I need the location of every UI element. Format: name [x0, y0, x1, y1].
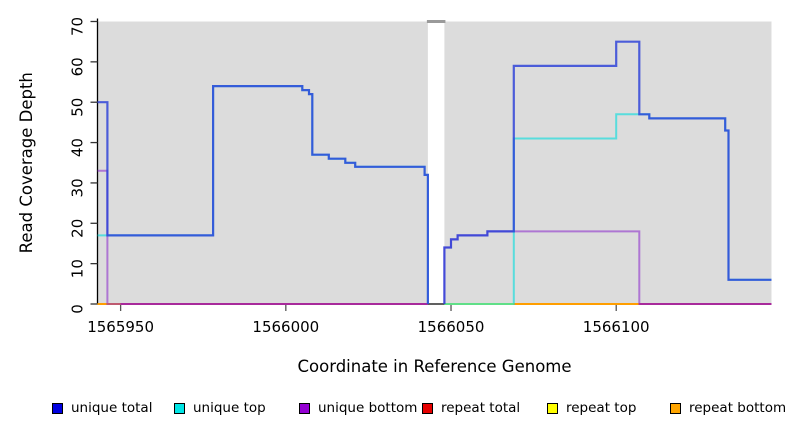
legend-label-unique-bottom: unique bottom	[318, 400, 418, 416]
legend-item-unique-top: unique top	[174, 397, 266, 419]
legend-swatch-repeat-total	[422, 402, 433, 414]
y-tick-label: 10	[69, 259, 87, 278]
legend-item-unique-total: unique total	[52, 397, 152, 419]
legend-label-unique-total: unique total	[71, 400, 153, 416]
x-tick-label: 1566100	[583, 318, 650, 336]
legend-label-repeat-total: repeat total	[441, 400, 521, 416]
x-tick-label: 1566000	[252, 318, 319, 336]
y-tick-label: 30	[69, 178, 87, 197]
legend-item-repeat-top: repeat top	[547, 397, 636, 419]
legend-label-repeat-bottom: repeat bottom	[689, 400, 787, 416]
legend-swatch-unique-top	[174, 402, 185, 414]
series-unique-total	[443, 40, 772, 304]
masked-gap-band	[427, 21, 445, 304]
y-axis-title: Read Coverage Depth	[17, 72, 36, 253]
legend-swatch-repeat-top	[547, 402, 558, 414]
legend-label-repeat-top: repeat top	[566, 400, 637, 416]
legend-item-unique-bottom: unique bottom	[299, 397, 417, 419]
y-tick-label: 60	[69, 57, 87, 76]
series-unique-bottom	[97, 169, 428, 305]
x-tick-label: 1565950	[87, 318, 154, 336]
series-unique-total	[97, 84, 429, 304]
legend-swatch-repeat-bottom	[670, 402, 681, 414]
legend-swatch-unique-bottom	[299, 402, 310, 414]
legend-label-unique-top: unique top	[193, 400, 266, 416]
y-tick-label: 50	[69, 98, 87, 117]
y-tick-label: 0	[69, 304, 87, 314]
chart-legend: unique total unique top unique bottom re…	[0, 397, 792, 419]
y-tick-label: 20	[69, 219, 87, 238]
legend-item-repeat-bottom: repeat bottom	[670, 397, 786, 419]
legend-item-repeat-total: repeat total	[422, 397, 520, 419]
y-tick-label: 40	[69, 138, 87, 157]
x-axis-title: Coordinate in Reference Genome	[297, 357, 571, 376]
gap-band-cap	[426, 20, 446, 23]
y-tick-label: 70	[69, 17, 87, 36]
legend-swatch-unique-total	[52, 402, 63, 414]
x-tick-label: 1566050	[418, 318, 485, 336]
